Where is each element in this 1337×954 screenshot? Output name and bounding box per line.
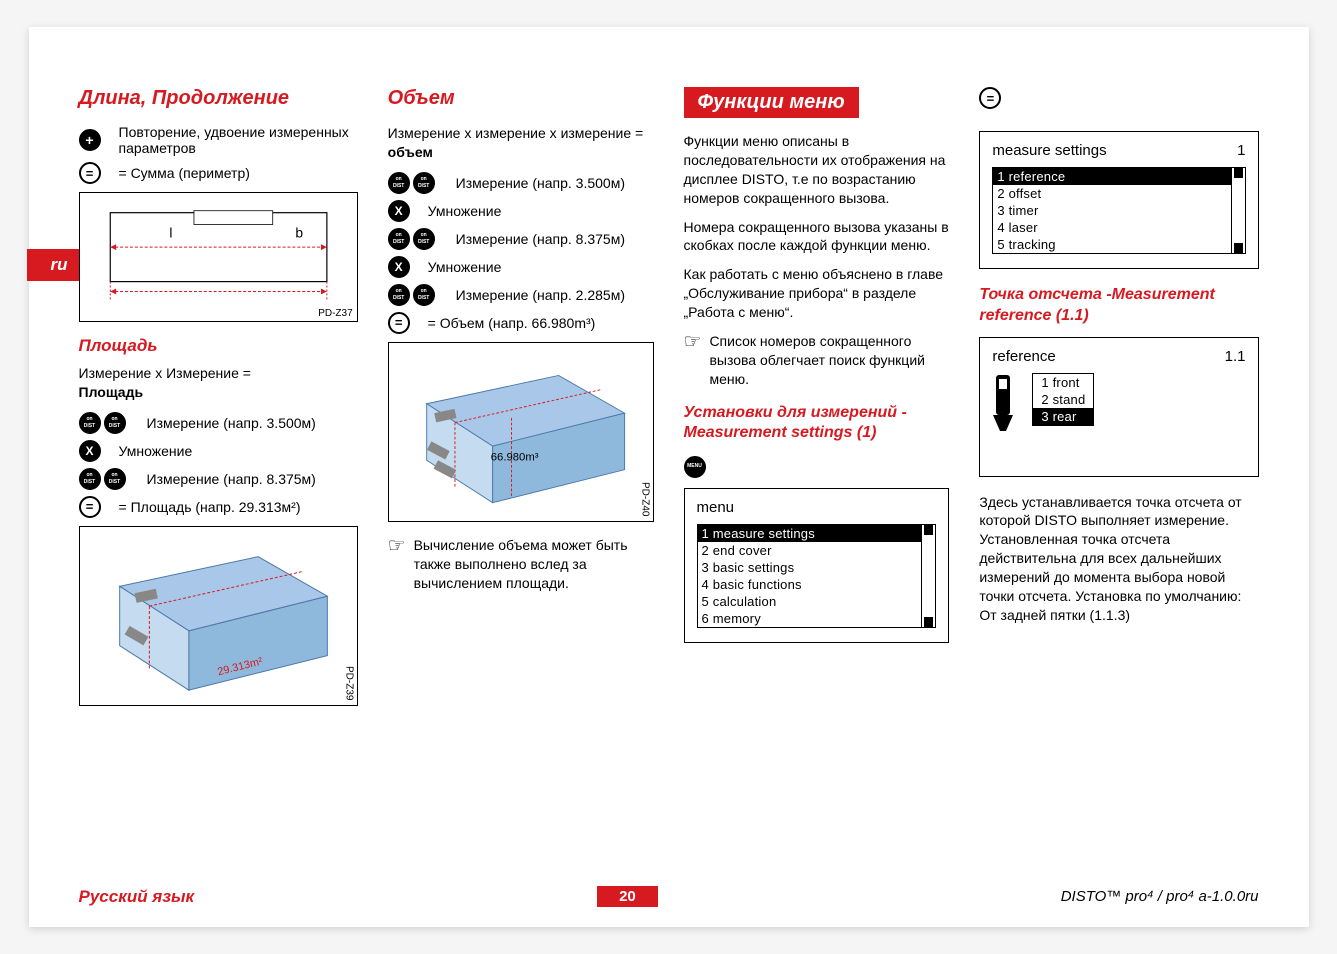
diagram-label-z37: PD-Z37 — [318, 308, 352, 319]
area-r3: Измерение (напр. 8.375м) — [79, 468, 358, 490]
reference-heading: Точка отсчета -Measurement reference (1.… — [979, 285, 1258, 327]
volume-note: ☞ Вычисление объема может быть также вып… — [388, 536, 654, 593]
area-3d-diagram: 29.313m² PD-Z39 — [79, 526, 358, 706]
menu-icon — [684, 456, 706, 478]
lcd-scrollbar — [921, 525, 935, 627]
area-r2: Умножение — [79, 440, 358, 462]
lcd-ms-num: 1 — [1237, 142, 1245, 159]
heading-area: Площадь — [79, 336, 358, 356]
equals-icon — [79, 162, 101, 184]
menu-functions-banner: Функции меню — [684, 87, 859, 118]
equals-icon — [388, 312, 410, 334]
column-4: measure settings 1 1 reference 2 offset … — [979, 87, 1258, 867]
row-repeat: Повторение, удвоение измеренных параметр… — [79, 124, 358, 156]
device-icon — [992, 373, 1014, 433]
lcd-item: 3 timer — [993, 202, 1230, 219]
lcd-measure-settings: measure settings 1 1 reference 2 offset … — [979, 131, 1258, 269]
dist-icon — [79, 468, 101, 490]
menu-p3: Как работать с меню объяснено в главе „О… — [684, 265, 950, 322]
lcd-ref-sublist: 1 front 2 stand 3 rear — [1032, 373, 1094, 426]
lcd-item: 3 basic settings — [698, 559, 922, 576]
pointing-hand-icon: ☞ — [388, 536, 406, 593]
lcd-item: 5 calculation — [698, 593, 922, 610]
dist-icon — [413, 284, 435, 306]
lcd-item: 4 laser — [993, 219, 1230, 236]
lcd-menu-items: 1 measure settings 2 end cover 3 basic s… — [698, 525, 922, 627]
manual-page: ru Длина, Продолжение Повторение, удвоен… — [29, 27, 1309, 927]
page-footer: Русский язык 20 DISTO™ pro⁴ / pro⁴ a-1.0… — [79, 886, 1259, 907]
svg-text:b: b — [295, 225, 303, 240]
equals-icon — [79, 496, 101, 518]
lcd-scrollbar — [1231, 168, 1245, 253]
pointing-hand-icon: ☞ — [684, 332, 702, 389]
svg-text:l: l — [169, 225, 172, 240]
lcd-item: 1 reference — [993, 168, 1230, 185]
dist-icon — [79, 412, 101, 434]
dist-icon — [413, 228, 435, 250]
footer-language: Русский язык — [79, 887, 195, 907]
diagram-label-z40: PD-Z40 — [640, 482, 651, 516]
dist-icon — [388, 284, 410, 306]
menu-p2: Номера сокращенного вызова указаны в ско… — [684, 218, 950, 256]
area-r1: Измерение (напр. 3.500м) — [79, 412, 358, 434]
column-2: Объем Измерение x измерение x измерение … — [388, 87, 654, 867]
columns: Длина, Продолжение Повторение, удвоение … — [79, 87, 1259, 867]
dist-icon — [388, 228, 410, 250]
area-r4: = Площадь (напр. 29.313м²) — [79, 496, 358, 518]
lcd-ref-num: 1.1 — [1225, 348, 1246, 365]
lcd-menu: menu 1 measure settings 2 end cover 3 ba… — [684, 488, 950, 643]
row-sum: = Сумма (периметр) — [79, 162, 358, 184]
dist-icon — [104, 412, 126, 434]
multiply-icon — [79, 440, 101, 462]
lcd-item: 2 offset — [993, 185, 1230, 202]
lcd-ms-title: measure settings — [992, 142, 1106, 159]
heading-length: Длина, Продолжение — [79, 87, 358, 110]
heading-volume: Объем — [388, 87, 654, 110]
plus-icon — [79, 129, 101, 151]
menu-tip: ☞ Список номеров сокращенного вызова обл… — [684, 332, 950, 389]
footer-product: DISTO™ pro⁴ / pro⁴ a-1.0.0ru — [1061, 888, 1259, 905]
footer-page-number: 20 — [597, 886, 658, 907]
lcd-reference: reference 1.1 1 front 2 stand 3 rear — [979, 337, 1258, 477]
svg-text:66.980m³: 66.980m³ — [490, 451, 538, 463]
lcd-item: 6 memory — [698, 610, 922, 627]
dist-icon — [104, 468, 126, 490]
equals-icon — [979, 87, 1001, 109]
menu-p1: Функции меню описаны в последовательност… — [684, 132, 950, 208]
language-tab: ru — [27, 249, 84, 281]
column-1: Длина, Продолжение Повторение, удвоение … — [79, 87, 358, 867]
diagram-label-z39: PD-Z39 — [344, 666, 355, 700]
lcd-item: 4 basic functions — [698, 576, 922, 593]
measurement-settings-heading: Установки для измерений - Measurement se… — [684, 403, 950, 445]
lcd-item: 2 end cover — [698, 542, 922, 559]
lcd-ref-title: reference — [992, 348, 1055, 365]
volume-expression: Измерение x измерение x измерение = объе… — [388, 124, 654, 162]
dist-icon — [413, 172, 435, 194]
area-expression: Измерение х Измерение = Площадь — [79, 364, 358, 402]
multiply-icon — [388, 200, 410, 222]
repeat-text: Повторение, удвоение измеренных параметр… — [119, 124, 358, 156]
perimeter-diagram: l b PD-Z37 — [79, 192, 358, 322]
column-3: Функции меню Функции меню описаны в посл… — [684, 87, 950, 867]
lcd-item: 1 measure settings — [698, 525, 922, 542]
lcd-item: 5 tracking — [993, 236, 1230, 253]
multiply-icon — [388, 256, 410, 278]
lcd-menu-title: menu — [697, 499, 735, 516]
dist-icon — [388, 172, 410, 194]
reference-body: Здесь устанавливается точка отсчета от к… — [979, 493, 1258, 625]
sum-text: = Сумма (периметр) — [119, 165, 250, 181]
volume-3d-diagram: 66.980m³ PD-Z40 — [388, 342, 654, 522]
